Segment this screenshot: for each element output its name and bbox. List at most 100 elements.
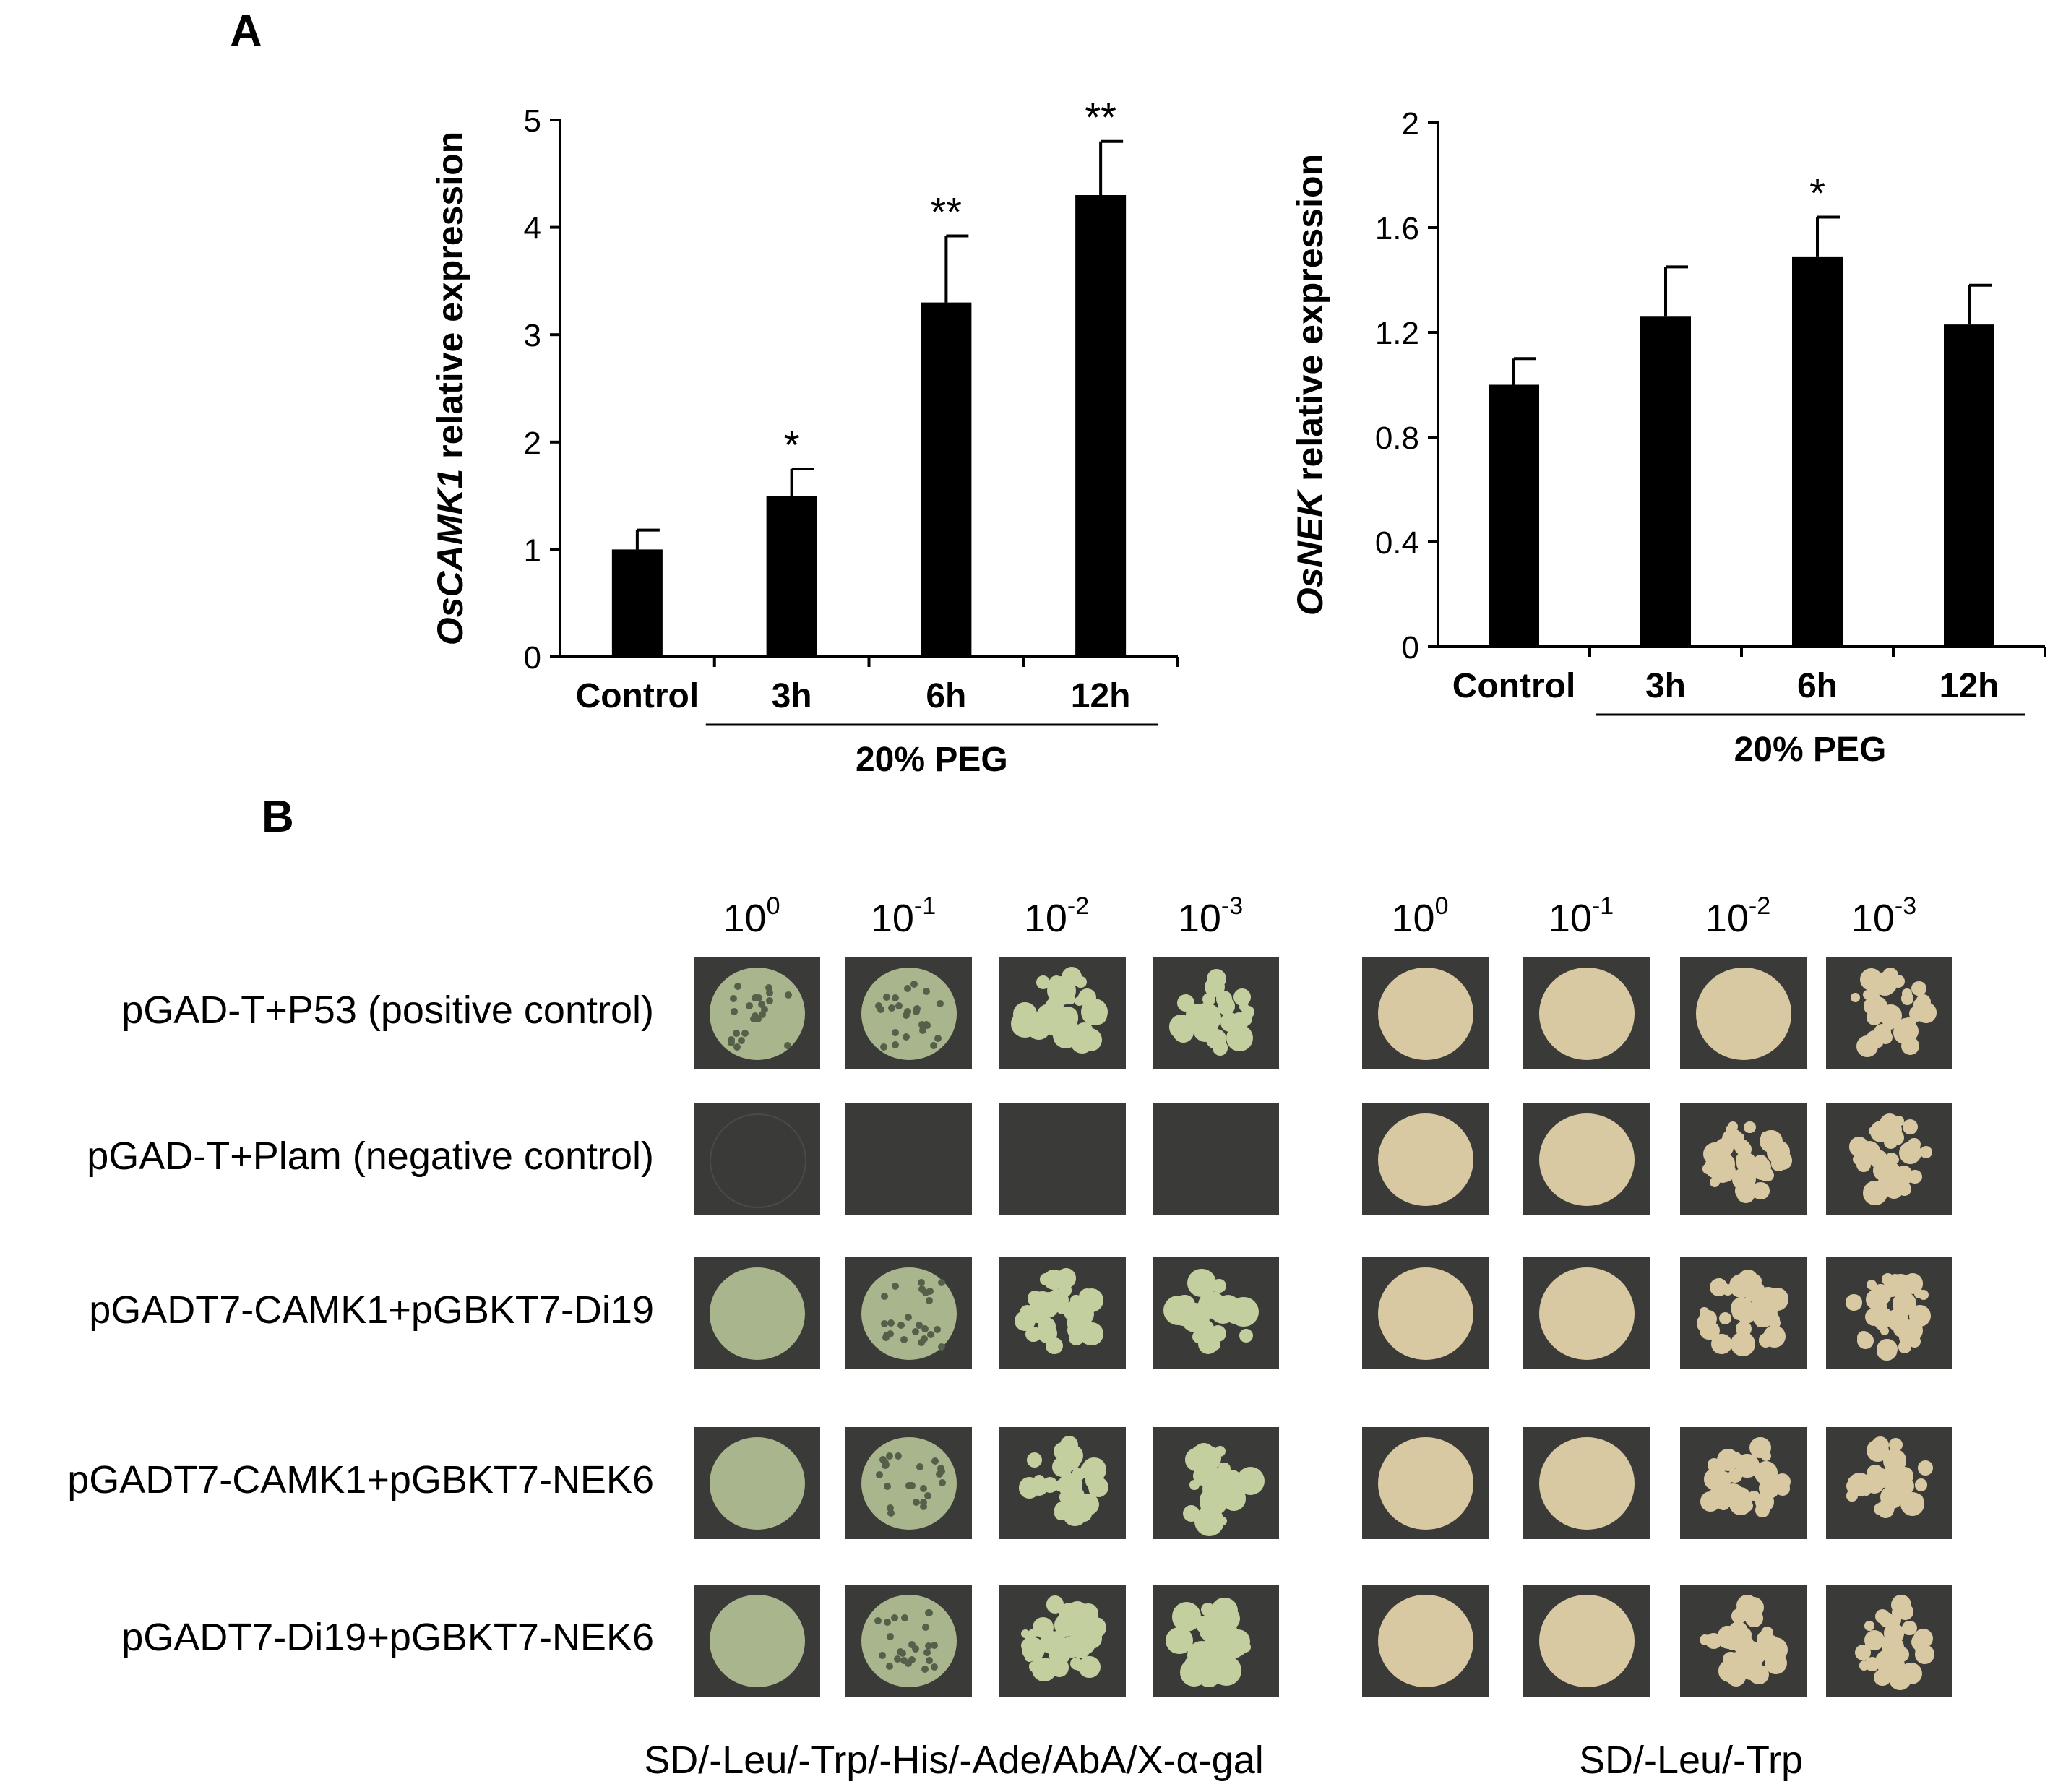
colony-texture	[918, 1021, 926, 1029]
bar-3h	[766, 496, 817, 657]
colony	[1888, 1163, 1900, 1175]
colony	[1754, 1155, 1768, 1168]
colony-texture	[897, 1647, 905, 1655]
colony-texture	[874, 1002, 882, 1010]
colony	[1226, 1024, 1254, 1052]
colony-texture	[888, 1004, 896, 1012]
colony	[1888, 1666, 1906, 1684]
colony	[1920, 1146, 1933, 1159]
selective-plate-spot	[845, 1427, 972, 1539]
x-category-label: Control	[576, 677, 699, 715]
dilution-base: 10	[1705, 897, 1749, 940]
nonselective-plate-spot	[1523, 1427, 1650, 1539]
colony	[1166, 1627, 1193, 1655]
colony-texture	[918, 1285, 926, 1293]
group-label: 20% PEG	[856, 741, 1008, 779]
colony	[1896, 1603, 1913, 1620]
dilution-base: 10	[723, 897, 767, 940]
colony	[1915, 1478, 1928, 1491]
colony-texture	[905, 1314, 913, 1322]
colony-texture	[923, 1020, 931, 1028]
colony-texture	[931, 1642, 939, 1650]
colony-texture	[884, 1483, 892, 1491]
colony	[1762, 1637, 1788, 1662]
colony	[1893, 1116, 1904, 1127]
colony-texture	[938, 1479, 946, 1487]
bar-6h	[1792, 256, 1843, 647]
colony-texture	[903, 1007, 911, 1015]
colony	[1239, 1641, 1251, 1653]
colony-texture	[918, 1027, 926, 1035]
bar-12h	[1944, 324, 1994, 647]
colony-texture	[732, 1029, 740, 1037]
colony-texture	[892, 1028, 900, 1036]
x-category-label: 12h	[1071, 677, 1131, 715]
y-tick-label: 5	[524, 103, 541, 139]
colony-texture	[881, 1462, 889, 1470]
colony	[1866, 989, 1880, 1003]
nonselective-plate-spot	[1826, 1257, 1952, 1369]
dilution-base: 10	[1391, 897, 1435, 940]
colony	[1719, 1312, 1731, 1325]
colony	[1908, 1335, 1921, 1348]
x-category-label: 12h	[1939, 667, 1999, 705]
construct-label: pGADT7-CAMK1+pGBKT7-Di19	[89, 1288, 654, 1332]
colony	[1728, 1121, 1739, 1132]
y-axis-label: OsNEK relative expression	[1290, 154, 1330, 616]
colony	[1197, 1319, 1214, 1336]
colony-texture	[925, 1297, 933, 1305]
colony	[1735, 1453, 1760, 1478]
colony-texture	[910, 981, 918, 988]
colony	[1033, 1474, 1046, 1487]
colony-lawn	[1539, 1267, 1635, 1360]
colony-texture	[733, 982, 741, 990]
colony-lawn	[1539, 1113, 1635, 1206]
colony	[1911, 981, 1926, 996]
colony-texture	[766, 989, 774, 997]
colony	[1079, 1028, 1102, 1051]
colony-texture	[885, 1663, 893, 1671]
osnek-bar-chart: 0 0.4 0.8 1.2 1.6 2 Control 3h * 6h 12h 20% PEG OsNE…	[1290, 106, 2046, 769]
colony-texture	[918, 1279, 926, 1287]
colony-texture	[937, 1465, 945, 1473]
dilution-exponent: -1	[913, 892, 937, 920]
colony	[1711, 1333, 1732, 1354]
selective-plate-spot	[845, 957, 972, 1069]
colony	[1710, 1486, 1725, 1502]
colony	[1913, 1629, 1933, 1649]
colony-texture	[937, 1343, 945, 1351]
colony	[1878, 1611, 1894, 1627]
colony	[1709, 1278, 1728, 1297]
colony	[1900, 1017, 1916, 1033]
colony	[1747, 1645, 1766, 1664]
colony-texture	[917, 1338, 925, 1346]
y-tick-label: 0.4	[1375, 525, 1419, 561]
construct-label: pGADT7-Di19+pGBKT7-NEK6	[121, 1616, 654, 1659]
selective-plate-spot	[999, 1585, 1126, 1697]
dilution-base: 10	[1023, 897, 1067, 940]
colony	[1076, 1506, 1092, 1522]
selective-plate-spot	[999, 1427, 1126, 1539]
colony	[1046, 1595, 1064, 1614]
colony	[1874, 1668, 1891, 1687]
colony-texture	[922, 987, 930, 995]
colony-texture	[879, 1651, 887, 1659]
colony	[1874, 1301, 1887, 1315]
dilution-label: 10-3	[1153, 892, 1268, 941]
colony-texture	[728, 1039, 736, 1047]
y-tick-label: 1	[524, 533, 541, 568]
colony	[1736, 1153, 1757, 1173]
colony-texture	[900, 1614, 908, 1621]
colony	[1209, 1339, 1221, 1351]
colony	[1883, 1449, 1907, 1473]
selective-plate-spot	[694, 1257, 820, 1369]
colony-texture	[891, 994, 899, 1002]
colony	[1734, 1606, 1750, 1622]
colony-texture	[785, 991, 792, 999]
colony-texture	[887, 1633, 895, 1641]
selective-plate-spot	[999, 957, 1126, 1069]
colony	[1179, 1658, 1208, 1687]
construct-label: pGADT7-CAMK1+pGBKT7-NEK6	[67, 1458, 654, 1502]
colony-lawn	[1539, 1595, 1635, 1687]
colony	[1734, 1662, 1744, 1671]
